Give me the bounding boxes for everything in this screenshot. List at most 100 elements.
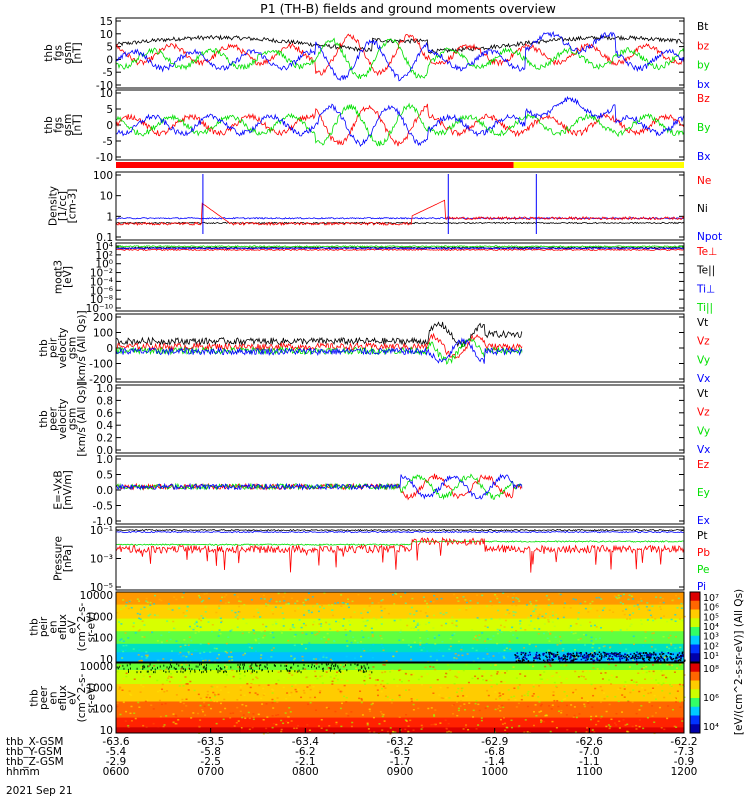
spectrogram-cell — [657, 660, 660, 662]
spectrogram-cell — [342, 665, 345, 668]
spectrogram-cell — [562, 658, 565, 660]
spectrogram-cell — [407, 679, 410, 682]
spectrogram-cell — [480, 719, 483, 722]
spectrogram-cell — [146, 601, 149, 604]
ytick-label: 10⁻⁸ — [90, 294, 113, 306]
spectrogram-cell — [654, 618, 657, 620]
spectrogram-cell — [492, 655, 495, 657]
spectrogram-cell — [490, 679, 493, 682]
spectrogram-cell — [347, 601, 350, 603]
spectrogram-cell — [444, 676, 447, 678]
spectrogram-cell — [405, 720, 408, 722]
spectrogram-cell — [369, 649, 372, 651]
spectrogram-cell — [122, 606, 125, 609]
spectrogram-cell — [143, 624, 146, 626]
spectrogram-cell — [645, 671, 648, 674]
ylabel-line: sr-eV) — [86, 612, 98, 643]
spectrogram-cell — [238, 673, 241, 675]
spectrogram-cell — [429, 686, 432, 689]
spectrogram-cell — [642, 695, 645, 697]
spectrogram-cell — [243, 694, 246, 696]
spectrogram-cell — [125, 672, 128, 675]
spectrogram-cell — [265, 625, 268, 628]
spectrogram-cell — [596, 657, 598, 660]
spectrogram-cell — [529, 653, 532, 656]
spectrogram-cell — [676, 690, 679, 692]
spectrogram-cell — [337, 601, 340, 604]
spectrogram-cell — [632, 612, 635, 614]
ylabel-line: eflux — [57, 614, 69, 640]
spectrogram-cell — [498, 601, 501, 604]
spectrogram-cell — [476, 657, 479, 660]
spectrogram-cell — [389, 698, 392, 701]
spectrogram-cell — [313, 665, 315, 668]
colorbar-tick: 10⁵ — [703, 612, 719, 623]
spectrogram-cell — [523, 659, 525, 662]
panel-peer-spectrogram: thbpeerenefluxeV(cm^2-s-sr-eV)1000010001… — [29, 661, 720, 737]
colorbar-segment — [690, 600, 700, 610]
spectrogram-cell — [560, 712, 563, 714]
spectrogram-cell — [304, 599, 307, 602]
spectrogram-cell — [234, 611, 237, 614]
spectrogram-cell — [547, 621, 550, 623]
spectrogram-cell — [548, 640, 551, 642]
legend-bx: bx — [697, 79, 710, 91]
spectrogram-cell — [121, 689, 124, 691]
spectrogram-cell — [459, 700, 462, 703]
ylabel-temperature: moqt3[eV] — [52, 260, 74, 294]
spectrogram-cell — [291, 674, 294, 676]
spectrogram-cell — [205, 592, 208, 595]
spectrogram-cell — [204, 617, 207, 619]
spectrogram-cell — [622, 652, 625, 655]
spectrogram-cell — [621, 610, 624, 612]
spectrogram-cell — [452, 659, 455, 662]
spectrogram-cell — [334, 665, 336, 668]
spectrogram-cell — [364, 670, 366, 673]
spectrogram-cell — [643, 664, 646, 666]
spectrogram-cell — [187, 651, 190, 653]
spectrogram-cell — [151, 631, 154, 634]
spectrogram-cell — [675, 594, 678, 597]
spectrogram-cell — [569, 655, 572, 658]
spectrogram-cell — [644, 631, 647, 633]
ytick-label: 100 — [93, 704, 113, 716]
spectrogram-cell — [365, 620, 368, 622]
ylabel-line: sr-eV) — [86, 683, 98, 714]
spectrogram-cell — [187, 645, 190, 648]
spectrogram-cell — [382, 664, 385, 666]
spectrogram-cell — [552, 694, 555, 697]
spectrogram-cell — [499, 697, 502, 700]
spectrogram-cell — [595, 596, 598, 599]
spectrogram-cell — [613, 653, 616, 656]
spectrogram-cell — [360, 655, 363, 658]
spectrogram-cell — [526, 731, 529, 733]
spectrogram-cell — [476, 639, 479, 641]
spectrogram-cell — [507, 698, 510, 701]
spectrogram-cell — [205, 696, 208, 699]
spectrogram-cell — [242, 654, 245, 656]
spectrogram-cell — [305, 676, 308, 679]
spectrogram-cell — [678, 664, 681, 666]
spectrogram-cell — [278, 600, 281, 603]
spectrogram-cell — [537, 696, 540, 698]
spectrogram-cell — [600, 715, 603, 718]
spectrogram-cell — [665, 676, 668, 679]
legend-npot: Npot — [697, 231, 722, 243]
spectrogram-cell — [346, 669, 348, 672]
ytick-label: 5 — [106, 104, 113, 116]
spectrogram-cell — [407, 730, 410, 733]
spectrogram-cell — [302, 667, 304, 670]
spectrogram-cell — [193, 627, 196, 629]
spectrogram-cell — [593, 652, 596, 655]
spectrogram-cell — [680, 654, 682, 657]
spectrogram-cell — [507, 595, 510, 598]
spectrogram-cell — [240, 727, 243, 729]
spectrogram-cell — [130, 720, 133, 722]
spectrogram-cell — [582, 657, 584, 659]
spectrogram-cell — [661, 598, 664, 600]
spectrogram-cell — [156, 679, 159, 682]
spectrogram-cell — [642, 727, 645, 730]
spectrogram-cell — [271, 623, 274, 626]
spectrogram-cell — [119, 713, 122, 716]
spectrogram-cell — [465, 695, 468, 698]
